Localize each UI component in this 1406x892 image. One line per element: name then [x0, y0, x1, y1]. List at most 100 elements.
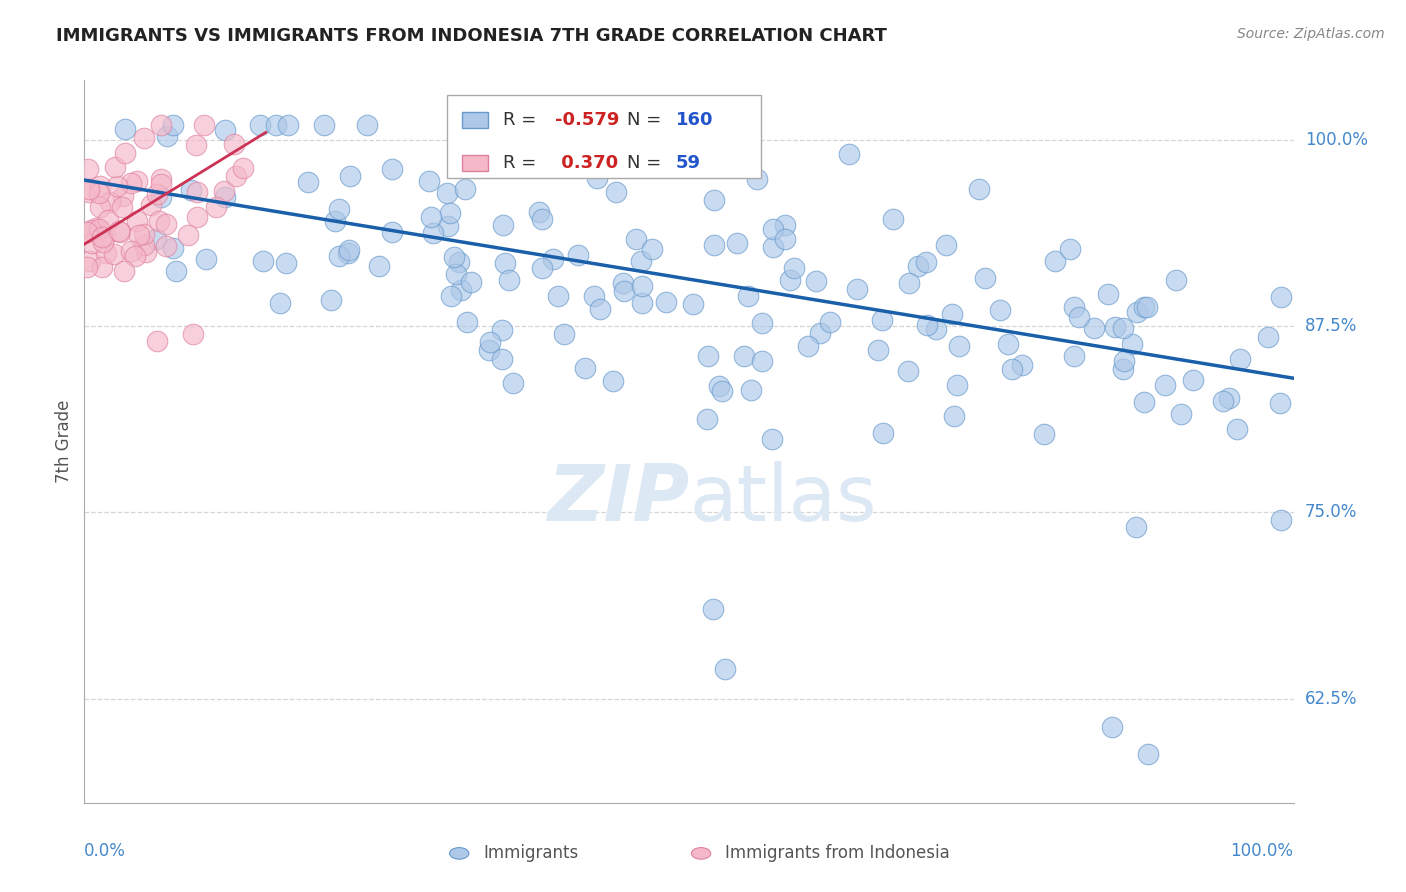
Point	[89, 200, 111, 214]
Point	[1104, 319, 1126, 334]
Point	[111, 200, 134, 214]
Point	[1170, 407, 1192, 421]
Point	[762, 222, 785, 236]
Point	[444, 267, 467, 281]
Point	[709, 379, 731, 393]
Point	[447, 254, 470, 268]
Point	[1083, 320, 1105, 334]
Point	[602, 375, 624, 389]
Point	[612, 276, 634, 290]
Point	[276, 118, 298, 132]
Point	[249, 118, 271, 132]
Text: 59: 59	[676, 154, 700, 172]
Point	[162, 118, 184, 132]
Point	[77, 182, 100, 196]
Point	[870, 312, 893, 326]
Point	[1001, 362, 1024, 376]
Point	[531, 261, 554, 276]
Text: 0.0%: 0.0%	[84, 842, 127, 860]
Point	[630, 279, 652, 293]
Point	[948, 339, 970, 353]
Point	[186, 211, 208, 225]
Point	[108, 225, 131, 239]
Point	[437, 219, 460, 233]
Point	[898, 276, 921, 290]
Point	[276, 256, 298, 270]
Point	[872, 425, 894, 440]
Point	[269, 296, 291, 310]
Point	[997, 336, 1019, 351]
Point	[779, 273, 801, 287]
Point	[1257, 330, 1279, 344]
Point	[1136, 300, 1159, 314]
Point	[882, 211, 904, 226]
Point	[494, 256, 516, 270]
Point	[98, 195, 121, 210]
Point	[104, 160, 127, 174]
Point	[846, 282, 869, 296]
Point	[177, 228, 200, 243]
Point	[1059, 242, 1081, 256]
Point	[194, 252, 217, 267]
Point	[439, 205, 461, 219]
Point	[150, 177, 173, 191]
Point	[180, 184, 202, 198]
Point	[1126, 305, 1149, 319]
FancyBboxPatch shape	[461, 155, 488, 171]
Point	[1270, 290, 1292, 304]
Point	[339, 243, 361, 257]
Point	[1101, 720, 1123, 734]
Point	[974, 270, 997, 285]
Point	[328, 250, 350, 264]
Point	[77, 162, 100, 177]
Point	[586, 171, 609, 186]
Point	[356, 118, 378, 132]
Point	[1097, 287, 1119, 301]
Point	[641, 242, 664, 256]
Point	[1121, 336, 1143, 351]
Point	[737, 289, 759, 303]
Point	[132, 238, 155, 252]
Point	[319, 293, 342, 307]
Point	[181, 326, 204, 341]
Point	[547, 289, 569, 303]
Point	[150, 172, 173, 186]
Point	[186, 137, 208, 152]
Point	[80, 223, 103, 237]
Point	[1212, 394, 1234, 409]
Point	[1043, 254, 1066, 268]
Point	[697, 349, 720, 363]
Point	[478, 343, 501, 358]
Point	[589, 301, 612, 316]
Point	[1133, 395, 1156, 409]
Point	[935, 238, 957, 252]
Point	[212, 184, 235, 198]
Point	[1137, 747, 1160, 761]
Point	[114, 145, 136, 160]
Point	[1112, 353, 1135, 368]
Point	[132, 227, 155, 241]
Point	[941, 307, 963, 321]
Point	[76, 260, 98, 274]
Point	[165, 264, 187, 278]
Point	[1063, 300, 1085, 314]
Point	[773, 232, 796, 246]
Point	[314, 118, 336, 132]
Point	[204, 200, 226, 214]
Point	[838, 146, 860, 161]
Point	[422, 227, 444, 241]
Point	[605, 185, 627, 199]
Point	[498, 273, 520, 287]
Point	[897, 364, 920, 378]
Point	[574, 361, 596, 376]
Point	[578, 147, 600, 161]
Point	[84, 221, 107, 235]
Point	[696, 411, 718, 425]
Point	[436, 186, 458, 200]
Point	[491, 323, 513, 337]
Point	[915, 254, 938, 268]
Point	[155, 239, 177, 253]
Point	[1067, 310, 1090, 325]
Point	[630, 254, 652, 268]
Point	[443, 250, 465, 264]
